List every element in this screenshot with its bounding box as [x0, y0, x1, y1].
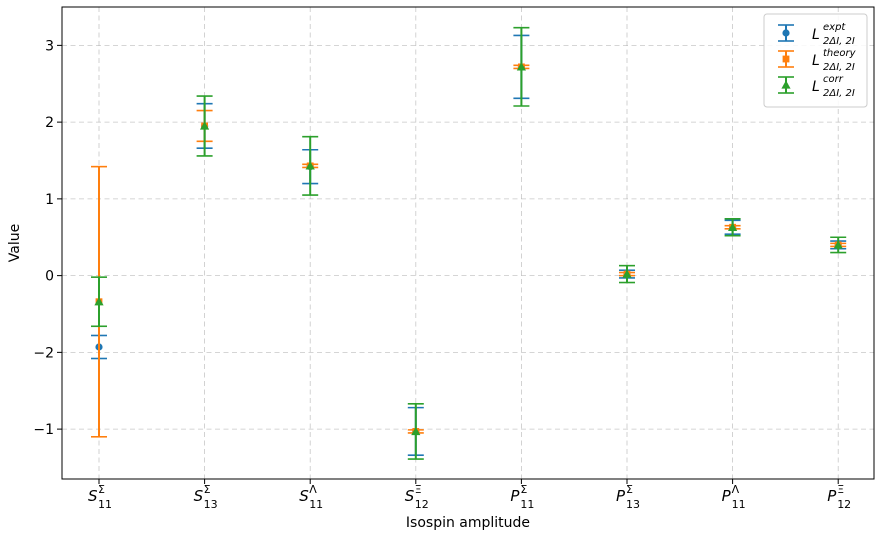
- x-tick-label-main: P: [722, 487, 732, 505]
- x-tick-label-main: S: [194, 487, 204, 505]
- y-tick-label: 3: [45, 38, 54, 54]
- x-tick-label-main: P: [510, 487, 520, 505]
- y-tick-label: 0: [45, 269, 54, 285]
- x-tick-label-sub: 12: [837, 498, 851, 511]
- x-tick-label: S Ξ 12: [405, 483, 429, 511]
- x-tick-label-sup: Ξ: [837, 483, 844, 496]
- x-tick-label-sup: Σ: [204, 483, 211, 496]
- legend-label-sup: theory: [823, 48, 857, 59]
- x-tick-label: P Σ 13: [616, 483, 640, 511]
- legend-label-sub: 2ΔI, 2I: [823, 62, 855, 73]
- x-tick-label-sup: Λ: [732, 483, 740, 496]
- x-tick-label-sub: 13: [204, 498, 218, 511]
- x-tick-label-sup: Λ: [309, 483, 317, 496]
- data-point: [833, 240, 843, 249]
- legend-label-sup: expt: [823, 22, 846, 33]
- legend-label-sup: corr: [823, 74, 844, 85]
- y-tick-label: 1: [45, 192, 54, 208]
- data-point: [200, 121, 210, 130]
- x-tick-label-sup: Σ: [98, 483, 105, 496]
- legend-label: L: [812, 27, 820, 43]
- legend-box: [763, 13, 868, 108]
- x-tick-label-sub: 12: [415, 498, 429, 511]
- x-axis-label: Isospin amplitude: [406, 515, 530, 531]
- x-tick-label-main: S: [88, 487, 98, 505]
- legend-marker: [782, 29, 790, 37]
- x-tick-label-sup: Σ: [626, 483, 633, 496]
- x-tick-label: P Ξ 12: [827, 483, 851, 511]
- legend-label: L: [812, 53, 820, 69]
- x-tick-label: P Λ 11: [722, 483, 746, 511]
- x-tick-label: P Σ 11: [510, 483, 534, 511]
- x-tick-label-sup: Ξ: [415, 483, 422, 496]
- x-tick-label-sup: Σ: [520, 483, 527, 496]
- data-point: [516, 62, 526, 71]
- x-tick-label-sub: 13: [626, 498, 640, 511]
- y-tick-label: −1: [33, 422, 54, 438]
- x-axis: S Σ11 S Σ13 S Λ11 S Ξ12 P Σ11 P Σ13 P Λ11 P Ξ12: [88, 479, 851, 511]
- x-tick-label: S Σ 13: [194, 483, 218, 511]
- series-layer: [91, 26, 847, 460]
- y-axis-label: Value: [7, 224, 23, 262]
- x-tick-label-main: P: [827, 487, 837, 505]
- legend-label-sub: 2ΔI, 2I: [823, 88, 855, 99]
- x-tick-label: S Σ 11: [88, 483, 112, 511]
- legend-marker: [782, 55, 790, 63]
- legend-label-sub: 2ΔI, 2I: [823, 36, 855, 47]
- legend-label: L: [812, 79, 820, 95]
- plot-frame: [61, 6, 875, 480]
- data-point: [94, 297, 104, 306]
- x-tick-label: S Λ 11: [299, 483, 323, 511]
- legend-marker: [781, 80, 791, 89]
- x-tick-label-sub: 11: [98, 498, 112, 511]
- series-corr: [91, 26, 847, 460]
- data-point: [622, 269, 632, 278]
- y-axis: 3 2 1 0 −2 −1: [33, 38, 62, 438]
- data-point: [411, 426, 421, 436]
- x-tick-label-sub: 11: [520, 498, 534, 511]
- y-tick-label: 2: [45, 115, 54, 131]
- data-point: [305, 161, 315, 170]
- y-tick-label: −2: [33, 345, 54, 361]
- x-tick-label-main: P: [616, 487, 626, 505]
- data-point: [728, 222, 738, 231]
- x-tick-label-main: S: [299, 487, 309, 505]
- x-tick-label-main: S: [405, 487, 415, 505]
- x-tick-label-sub: 11: [309, 498, 323, 511]
- x-tick-label-sub: 11: [732, 498, 746, 511]
- grid: [62, 7, 874, 479]
